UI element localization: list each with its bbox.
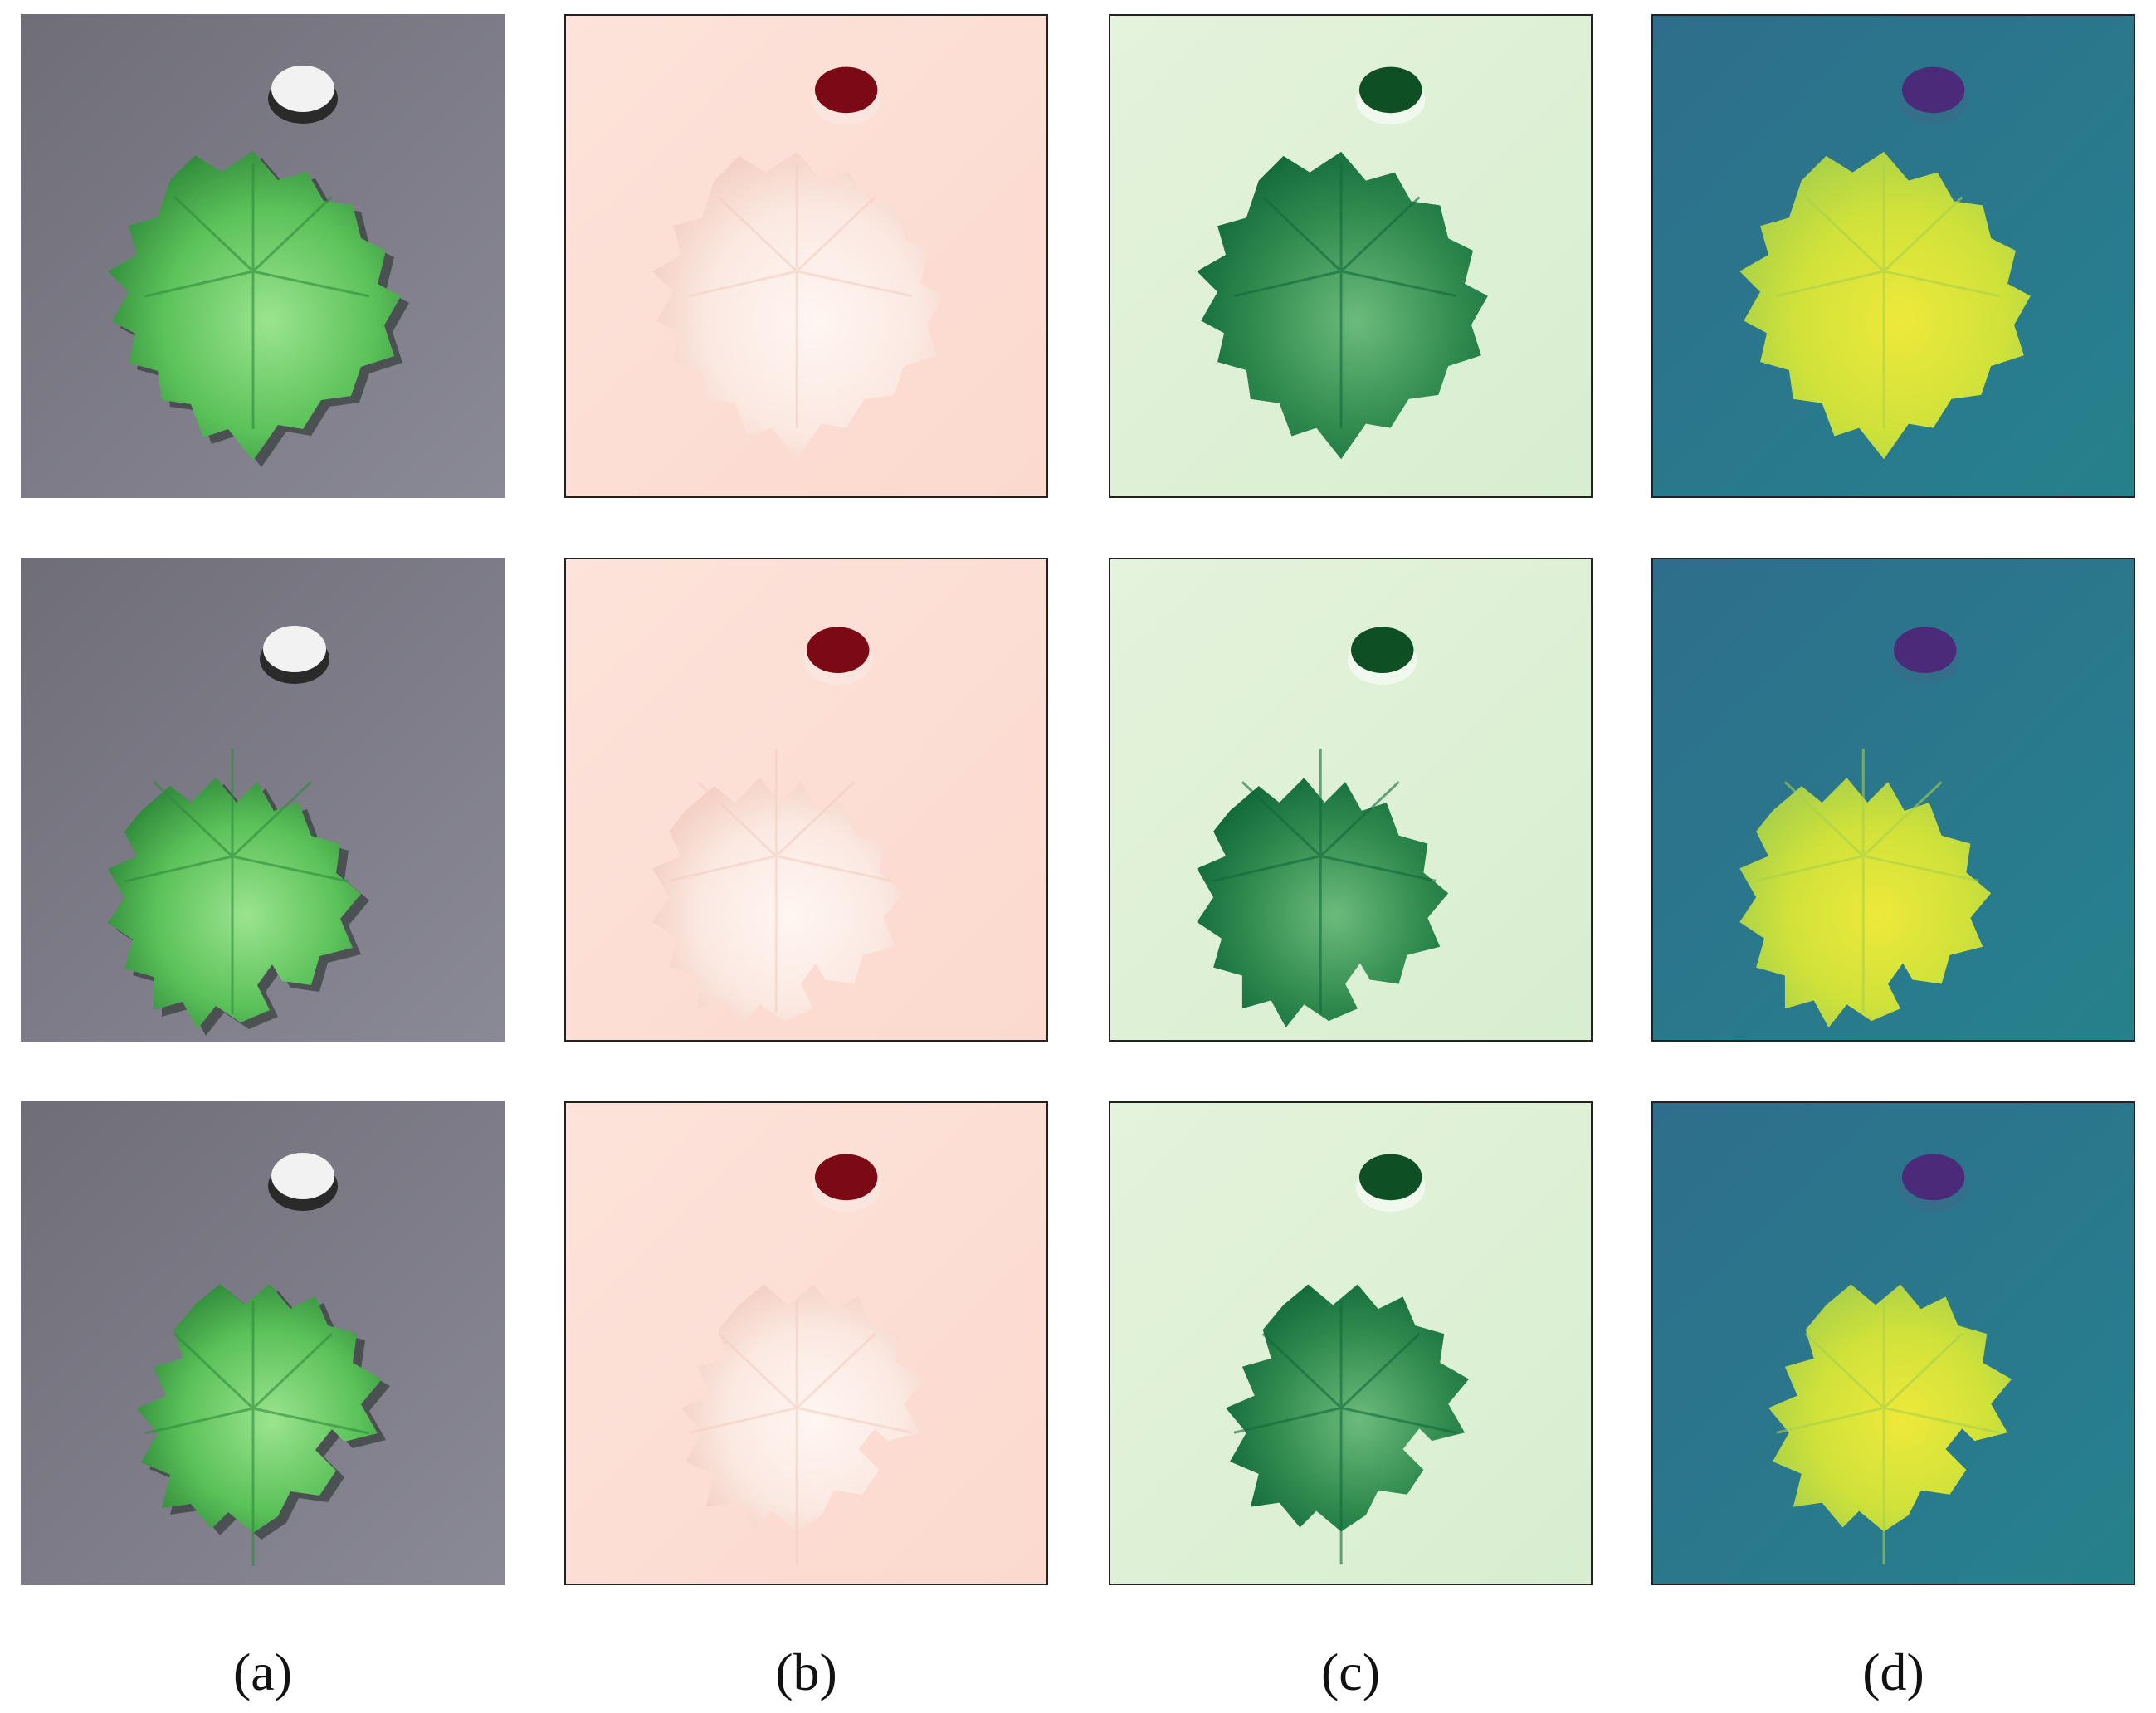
leaf-image	[1653, 16, 2134, 496]
caption-a: (a)	[232, 1642, 293, 1701]
leaf-image	[566, 16, 1046, 496]
marker-cap	[814, 1154, 878, 1201]
leaf-image	[566, 1103, 1046, 1584]
caption-c: (c)	[1320, 1642, 1381, 1701]
panel-c-row2	[1109, 558, 1593, 1042]
leaf-veins	[144, 163, 370, 429]
panel-b-row2	[564, 558, 1048, 1042]
leaf-image	[1110, 1103, 1591, 1584]
panel-c-row3	[1109, 1101, 1593, 1585]
marker-cap	[1350, 627, 1414, 674]
leaf-image	[1653, 1103, 2134, 1584]
leaf-veins	[124, 749, 349, 1014]
marker-cap	[271, 66, 334, 112]
leaf-image	[21, 1101, 505, 1585]
marker-cap	[1893, 627, 1957, 674]
marker-cap	[271, 1153, 334, 1199]
leaf-shape	[108, 778, 361, 1029]
leaf-veins	[668, 749, 892, 1013]
leaf-veins	[689, 163, 913, 428]
caption-d: (d)	[1862, 1642, 1924, 1701]
caption-b: (b)	[775, 1642, 837, 1701]
marker-cap	[1358, 1154, 1422, 1201]
panel-a-row2	[21, 558, 505, 1042]
leaf-shape	[652, 778, 905, 1028]
marker-cap	[814, 66, 878, 114]
marker-cap	[806, 627, 870, 674]
panel-d-row1	[1651, 14, 2135, 498]
leaf-veins	[1776, 163, 2000, 428]
leaf-image	[566, 559, 1046, 1040]
panel-a-row1	[21, 14, 505, 498]
panel-a-row3	[21, 1101, 505, 1585]
panel-d-row3	[1651, 1101, 2135, 1585]
marker-cap	[1358, 66, 1422, 114]
leaf-image	[21, 558, 505, 1042]
leaf-image	[1653, 559, 2134, 1040]
marker-cap	[263, 626, 326, 672]
leaf-veins	[1212, 749, 1437, 1013]
leaf-veins	[1233, 163, 1457, 428]
marker-cap	[1901, 1154, 1965, 1201]
marker-cap	[1901, 66, 1965, 114]
panel-d-row2	[1651, 558, 2135, 1042]
panel-c-row1	[1109, 14, 1593, 498]
leaf-veins	[689, 1301, 913, 1565]
leaf-veins	[1755, 749, 1979, 1013]
leaf-image	[21, 14, 505, 498]
leaf-image	[1110, 559, 1591, 1040]
leaf-image	[1110, 16, 1591, 496]
panel-b-row1	[564, 14, 1048, 498]
leaf-shape	[1197, 778, 1449, 1028]
leaf-veins	[1776, 1301, 2000, 1565]
leaf-shape	[1739, 778, 1992, 1028]
leaf-shape	[652, 151, 944, 460]
panel-b-row3	[564, 1101, 1048, 1585]
leaf-veins	[144, 1301, 370, 1566]
leaf-veins	[1233, 1301, 1457, 1565]
